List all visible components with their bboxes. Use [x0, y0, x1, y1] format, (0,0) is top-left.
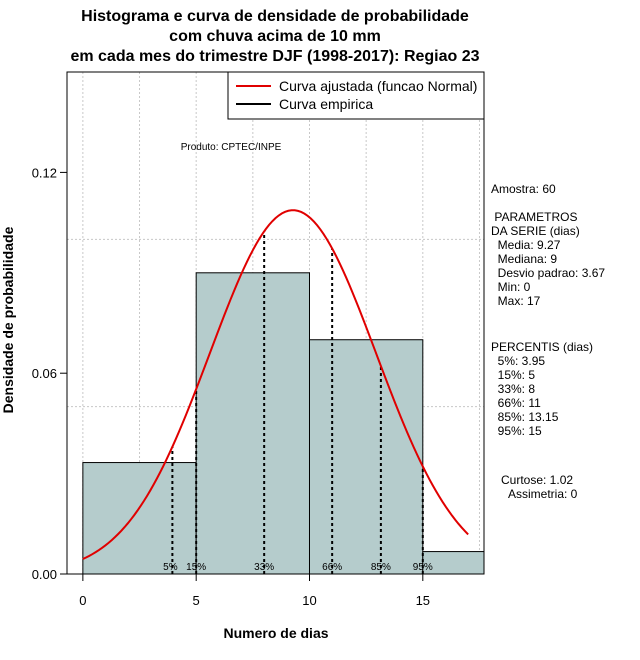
param-line: Mediana: 9 — [491, 252, 557, 266]
y-tick-label: 0.00 — [32, 567, 57, 582]
legend: Curva ajustada (funcao Normal) Curva emp… — [227, 71, 485, 120]
axes: 0 5 10 15 0.00 0.06 0.12 — [32, 165, 430, 608]
x-tick-label: 10 — [302, 593, 316, 608]
histogram-bar — [82, 462, 197, 575]
skewness: Assimetria: 0 — [508, 487, 578, 501]
percentil-line: 85%: 13.15 — [491, 410, 559, 424]
legend-box — [227, 71, 485, 120]
percentil-line: 15%: 5 — [491, 368, 535, 382]
percentil-line: 66%: 11 — [491, 396, 541, 410]
sample-size: Amostra: 60 — [491, 182, 556, 196]
legend-empirical-label: Curva empirica — [279, 96, 373, 112]
percentile-label: 66% — [322, 562, 342, 573]
normal-curve — [82, 209, 469, 560]
y-axis-label: Densidade de probabilidade — [0, 226, 16, 413]
percentile-label: 33% — [254, 562, 274, 573]
param-line: Desvio padrao: 3.67 — [491, 266, 605, 280]
percentile-label: 5% — [163, 562, 178, 573]
param-line: Min: 0 — [491, 280, 531, 294]
y-tick-label: 0.06 — [32, 366, 57, 381]
param-line: Media: 9.27 — [491, 238, 561, 252]
x-tick-label: 5 — [193, 593, 200, 608]
percentil-line: PERCENTIS (dias) — [491, 340, 593, 354]
param-line: PARAMETROS — [491, 210, 577, 224]
x-tick-label: 0 — [79, 593, 86, 608]
side-panel: Amostra: 60 PARAMETROS DA SERIE (dias) M… — [491, 182, 605, 501]
histogram-bars — [82, 272, 485, 575]
percentile-label: 15% — [186, 562, 206, 573]
histogram-bar — [308, 339, 424, 575]
x-axis-label: Numero de dias — [223, 625, 328, 641]
percentile-label: 85% — [371, 562, 391, 573]
param-line: Max: 17 — [491, 294, 541, 308]
chart-title-line-2: com chuva acima de 10 mm — [169, 28, 381, 45]
percentil-line: 33%: 8 — [491, 382, 535, 396]
percentil-line: 5%: 3.95 — [491, 354, 545, 368]
y-tick-label: 0.12 — [32, 165, 57, 180]
percentile-label: 95% — [413, 562, 433, 573]
chart-title-line-3: em cada mes do trimestre DJF (1998-2017)… — [70, 48, 479, 65]
producer-annotation: Produto: CPTEC/INPE — [181, 142, 282, 153]
percentile-lines — [171, 231, 424, 574]
normal-curve-line — [82, 209, 469, 560]
x-tick-label: 15 — [416, 593, 430, 608]
histogram-bar — [195, 272, 310, 575]
chart-title-line-1: Histograma e curva de densidade de proba… — [81, 8, 469, 25]
percentil-line: 95%: 15 — [491, 424, 542, 438]
legend-normal-label: Curva ajustada (funcao Normal) — [279, 78, 477, 94]
kurtosis: Curtose: 1.02 — [501, 473, 573, 487]
param-line: DA SERIE (dias) — [491, 224, 580, 238]
percentile-labels: 5% 15% 33% 66% 85% 95% — [163, 562, 433, 573]
